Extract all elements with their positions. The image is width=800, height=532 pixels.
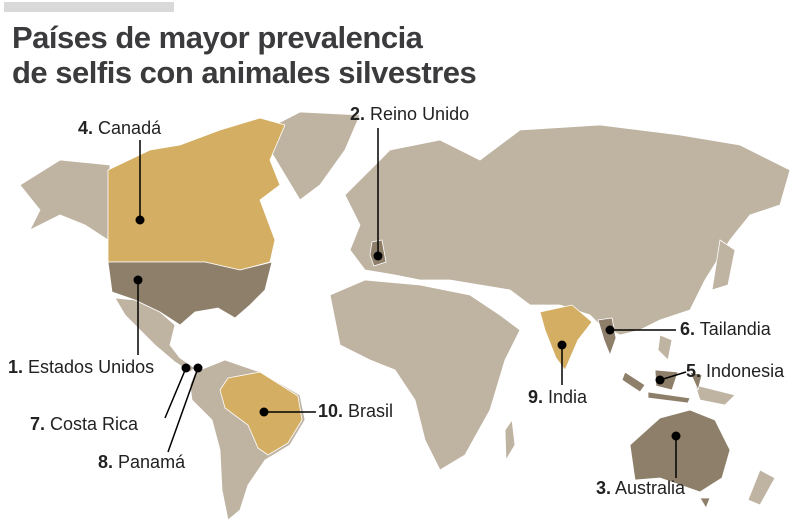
- marker-indonesia: [655, 375, 665, 385]
- marker-canada: [135, 215, 145, 225]
- title-line-2: de selfis con animales silvestres: [12, 55, 477, 90]
- label-brazil: 10. Brasil: [318, 401, 394, 421]
- marker-panama: [193, 363, 203, 373]
- australia-shape: [629, 409, 731, 493]
- thailand-shape: [597, 317, 617, 357]
- marker-thailand: [605, 325, 615, 335]
- eurasia-land: [344, 124, 791, 336]
- label-thailand: 6. Tailandia: [680, 319, 771, 339]
- title-line-1: Países de mayor prevalencia: [12, 20, 423, 55]
- label-uk: 2. Reino Unido: [350, 104, 470, 124]
- new-zealand-land: [747, 469, 776, 506]
- madagascar-land: [504, 418, 516, 462]
- marker-usa: [133, 275, 143, 285]
- label-usa: 1. Estados Unidos: [8, 357, 155, 377]
- usa-shape: [107, 261, 273, 326]
- page-title: Países de mayor prevalencia de selfis co…: [12, 20, 477, 90]
- new-guinea-land: [694, 384, 736, 406]
- label-india: 9. India: [528, 387, 588, 407]
- indonesia-shape: [621, 369, 703, 404]
- marker-uk: [373, 251, 383, 261]
- japan-land: [711, 239, 736, 291]
- india-shape: [539, 304, 593, 371]
- canada-shape: [107, 117, 286, 271]
- label-panama: 8. Panamá: [98, 452, 186, 472]
- marker-brazil: [259, 407, 269, 417]
- alaska-land: [19, 159, 111, 241]
- top-bar-decoration: [4, 2, 174, 12]
- leader-line-indonesia: [659, 371, 687, 381]
- leader-line-panama: [167, 367, 199, 453]
- label-canada: 4. Canadá: [78, 118, 162, 138]
- greenland-land: [264, 111, 361, 201]
- marker-costa-rica: [181, 363, 191, 373]
- label-australia: 3. Australia: [596, 478, 686, 498]
- africa-land: [329, 279, 521, 471]
- marker-australia: [671, 431, 681, 441]
- tasmania-shape: [699, 497, 711, 509]
- marker-india: [557, 340, 567, 350]
- label-costa-rica: 7. Costa Rica: [30, 414, 139, 434]
- philippines-land: [657, 334, 673, 361]
- leader-line-costa-rica: [164, 367, 187, 419]
- label-indonesia: 5. Indonesia: [686, 361, 785, 381]
